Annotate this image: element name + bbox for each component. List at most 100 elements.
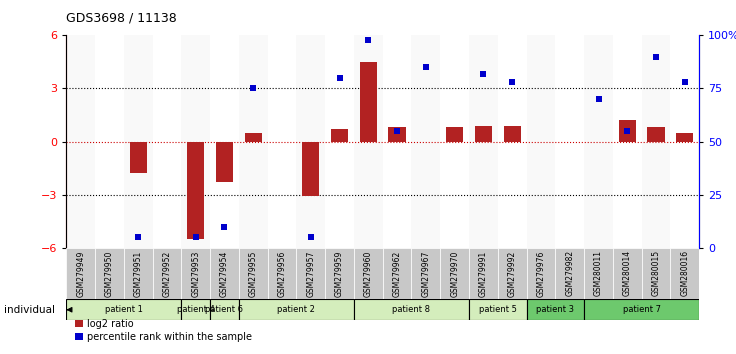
Bar [670,35,699,248]
Bar [360,62,377,142]
Bar [331,129,348,142]
Text: GSM280014: GSM280014 [623,250,631,297]
Bar [556,35,584,248]
Text: GSM279957: GSM279957 [306,250,315,297]
Text: GSM279952: GSM279952 [163,250,171,297]
Bar [383,35,411,248]
Text: patient 7: patient 7 [623,305,661,314]
Bar [297,35,325,248]
Bar [469,299,526,320]
Bar [475,126,492,142]
Bar [584,35,613,248]
Bar [210,299,239,320]
Point [247,86,259,91]
Bar [152,35,181,248]
Point [333,75,345,81]
Point [420,64,432,70]
Point [650,54,662,59]
Bar [648,127,665,142]
Text: patient 1: patient 1 [105,305,143,314]
Bar [239,299,354,320]
Text: GSM280016: GSM280016 [680,250,690,297]
Bar [325,248,354,299]
Bar [325,35,354,248]
Bar [526,299,584,320]
Point [392,128,403,134]
Bar [526,35,556,248]
Bar [181,35,210,248]
Bar [469,248,498,299]
Bar [498,35,526,248]
Text: patient 2: patient 2 [277,305,315,314]
Text: GDS3698 / 11138: GDS3698 / 11138 [66,12,177,25]
Text: GSM279954: GSM279954 [220,250,229,297]
Bar [210,35,239,248]
Text: GSM279950: GSM279950 [105,250,114,297]
Bar [181,248,210,299]
Text: patient 4: patient 4 [177,305,215,314]
Bar [152,248,181,299]
Text: GSM280011: GSM280011 [594,250,603,296]
Text: GSM279970: GSM279970 [450,250,459,297]
Bar [354,248,383,299]
Point [219,224,230,229]
Point [478,71,489,76]
Bar [440,248,469,299]
Legend: log2 ratio, percentile rank within the sample: log2 ratio, percentile rank within the s… [71,315,255,346]
Bar [268,248,297,299]
Bar [526,248,556,299]
Bar [95,248,124,299]
Point [506,79,518,85]
Text: patient 5: patient 5 [479,305,517,314]
Bar [613,35,642,248]
Bar [389,127,406,142]
Point [592,96,604,102]
Text: patient 3: patient 3 [537,305,574,314]
Text: GSM279976: GSM279976 [537,250,545,297]
Bar [181,299,210,320]
Bar [216,142,233,182]
Text: GSM279949: GSM279949 [76,250,85,297]
Bar [440,35,469,248]
Bar [584,299,699,320]
Point [132,234,144,240]
Bar [411,248,440,299]
Bar [66,299,181,320]
Bar [383,248,411,299]
Bar [354,35,383,248]
Bar [210,248,239,299]
Text: GSM279962: GSM279962 [392,250,402,297]
Bar [66,35,95,248]
Text: GSM279955: GSM279955 [249,250,258,297]
Text: GSM279956: GSM279956 [277,250,286,297]
Bar [297,248,325,299]
Bar [642,35,670,248]
Bar [66,248,95,299]
Bar [411,35,440,248]
Bar [642,248,670,299]
Bar [124,35,152,248]
Bar [302,142,319,196]
Bar [676,133,693,142]
Text: GSM279959: GSM279959 [335,250,344,297]
Bar [130,142,146,173]
Point [621,128,633,134]
Bar [503,126,521,142]
Bar [498,248,526,299]
Bar [446,127,463,142]
Bar [670,248,699,299]
Text: GSM279967: GSM279967 [422,250,431,297]
Bar [239,35,268,248]
Text: GSM279992: GSM279992 [508,250,517,297]
Bar [469,35,498,248]
Bar [268,35,297,248]
Text: GSM279982: GSM279982 [565,250,574,297]
Text: GSM279953: GSM279953 [191,250,200,297]
Bar [354,299,469,320]
Bar [556,248,584,299]
Bar [584,248,613,299]
Text: GSM279960: GSM279960 [364,250,373,297]
Bar [613,248,642,299]
Text: patient 6: patient 6 [205,305,244,314]
Bar [124,248,152,299]
